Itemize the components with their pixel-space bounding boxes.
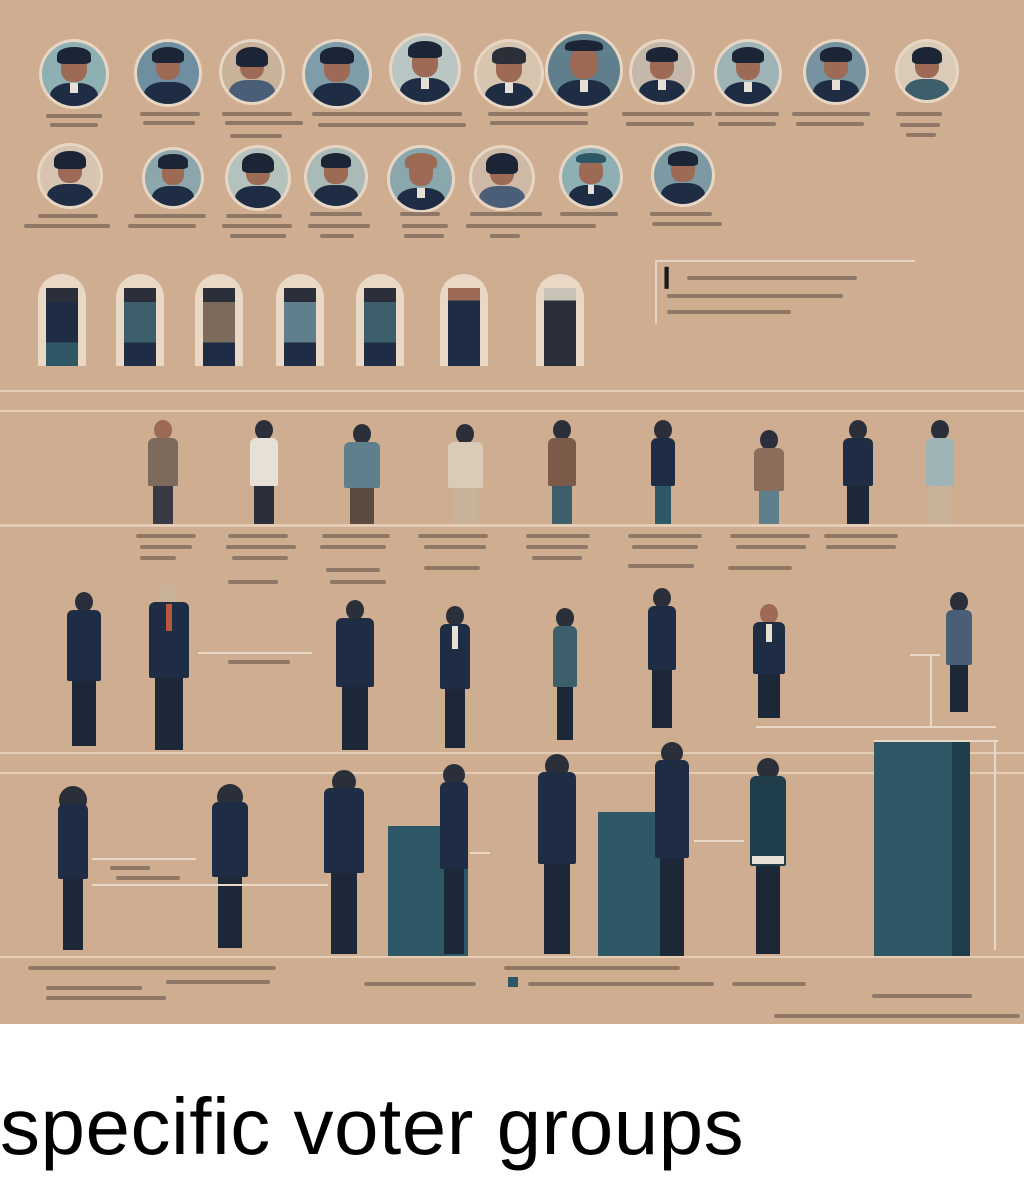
pillar-2 [598, 812, 664, 956]
portrait-8 [632, 42, 692, 102]
alcove-4 [276, 274, 324, 366]
divider-3 [0, 524, 1024, 527]
alcove-5 [356, 274, 404, 366]
alcove-2 [116, 274, 164, 366]
figure-back-4 [434, 764, 474, 954]
connector-3 [930, 656, 932, 726]
alcove-1 [38, 274, 86, 366]
portrait-12 [40, 146, 100, 206]
alcove-6 [440, 274, 488, 366]
figure-casual-5 [542, 420, 582, 524]
portrait-2 [137, 42, 199, 104]
connector-2 [910, 654, 940, 656]
portrait-5 [392, 36, 458, 102]
portrait-14 [228, 148, 288, 208]
figure-suit-6 [642, 588, 682, 728]
connector-7 [470, 852, 490, 854]
connector-5 [92, 858, 196, 860]
divider-2 [0, 410, 1024, 412]
figure-back-3 [316, 770, 372, 954]
portrait-18 [562, 148, 620, 206]
voter-groups-poster: ▎ [0, 0, 1024, 1024]
divider-5 [0, 772, 1024, 774]
connector-10 [994, 740, 996, 950]
portrait-1 [42, 42, 106, 106]
figure-casual-9 [920, 420, 960, 524]
caption: specific voter groups [0, 1082, 745, 1171]
portrait-6 [477, 42, 541, 106]
portrait-10 [806, 42, 866, 102]
figure-suit-7 [746, 604, 792, 718]
alcove-3 [195, 274, 243, 366]
baseline [0, 956, 1024, 958]
portrait-3 [222, 42, 282, 102]
portrait-16 [390, 148, 452, 210]
connector-9 [874, 740, 998, 742]
figure-casual-6 [646, 420, 680, 524]
connector-1 [198, 652, 312, 654]
alcove-7 [536, 274, 584, 366]
figure-suit-3 [328, 600, 382, 750]
connector-8 [694, 840, 744, 842]
figure-suit-2 [140, 584, 198, 750]
figure-casual-8 [836, 420, 880, 524]
connector-4 [756, 726, 996, 728]
figure-back-2 [204, 784, 256, 948]
portrait-15 [307, 148, 365, 206]
portrait-17 [472, 148, 532, 208]
figure-casual-7 [748, 430, 790, 524]
figure-back-7 [742, 758, 794, 954]
figure-suit-4 [434, 606, 476, 748]
figure-casual-2 [244, 420, 284, 524]
figure-suit-5 [548, 608, 582, 740]
portrait-4 [305, 42, 369, 106]
portrait-9 [717, 42, 779, 104]
figure-suit-1 [60, 592, 108, 746]
connector-6 [92, 884, 328, 886]
legend-swatch [508, 977, 518, 987]
figure-back-1 [52, 786, 94, 950]
figure-back-6 [648, 742, 696, 956]
divider-4 [0, 752, 1024, 754]
portrait-11 [898, 42, 956, 100]
portrait-13 [145, 150, 201, 206]
info-box: ▎ [655, 260, 915, 324]
divider-1 [0, 390, 1024, 392]
figure-casual-1 [142, 420, 184, 524]
figure-suit-8 [940, 592, 978, 712]
info-box-glyph: ▎ [665, 268, 679, 288]
portrait-7 [548, 34, 620, 106]
figure-casual-3 [336, 424, 388, 524]
figure-casual-4 [440, 424, 490, 524]
pillar-3-side [952, 742, 970, 956]
figure-back-5 [530, 754, 584, 954]
portrait-19 [654, 146, 712, 204]
